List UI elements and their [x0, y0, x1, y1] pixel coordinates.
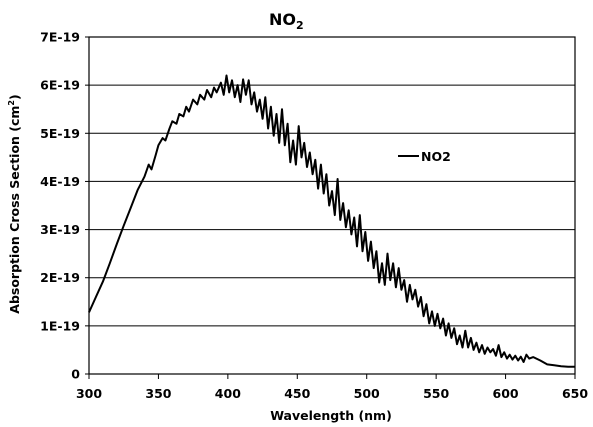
- x-tick-label: 550: [423, 386, 449, 401]
- chart-title: NO2: [269, 10, 304, 32]
- y-tick-label: 4E-19: [40, 174, 80, 189]
- x-tick-label: 350: [145, 386, 171, 401]
- y-tick-label: 6E-19: [40, 78, 80, 93]
- x-tick-label: 600: [493, 386, 519, 401]
- x-axis-ticks: 300 350 400 450 500 550 600 650: [76, 374, 588, 401]
- plot-area: [88, 36, 576, 375]
- y-tick-label: 5E-19: [40, 126, 80, 141]
- x-tick-label: 500: [354, 386, 380, 401]
- y-tick-label: 2E-19: [40, 270, 80, 285]
- y-axis-ticks: 0 1E-19 2E-19 3E-19 4E-19 5E-19 6E-19 7E-19: [40, 30, 89, 382]
- legend-label-no2: NO2: [421, 149, 451, 164]
- y-tick-label: 3E-19: [40, 222, 80, 237]
- x-axis-label: Wavelength (nm): [270, 408, 392, 423]
- legend: NO2: [398, 149, 451, 164]
- x-tick-label: 650: [562, 386, 588, 401]
- x-tick-label: 400: [215, 386, 241, 401]
- y-tick-label: 1E-19: [40, 318, 80, 333]
- y-tick-label: 0: [71, 367, 80, 382]
- x-tick-label: 300: [76, 386, 102, 401]
- y-axis-label: Absorption Cross Section (cm2): [7, 94, 22, 313]
- x-tick-label: 450: [284, 386, 310, 401]
- y-tick-label: 7E-19: [40, 30, 80, 45]
- series-line-no2: [88, 74, 575, 368]
- gridlines: [89, 84, 575, 327]
